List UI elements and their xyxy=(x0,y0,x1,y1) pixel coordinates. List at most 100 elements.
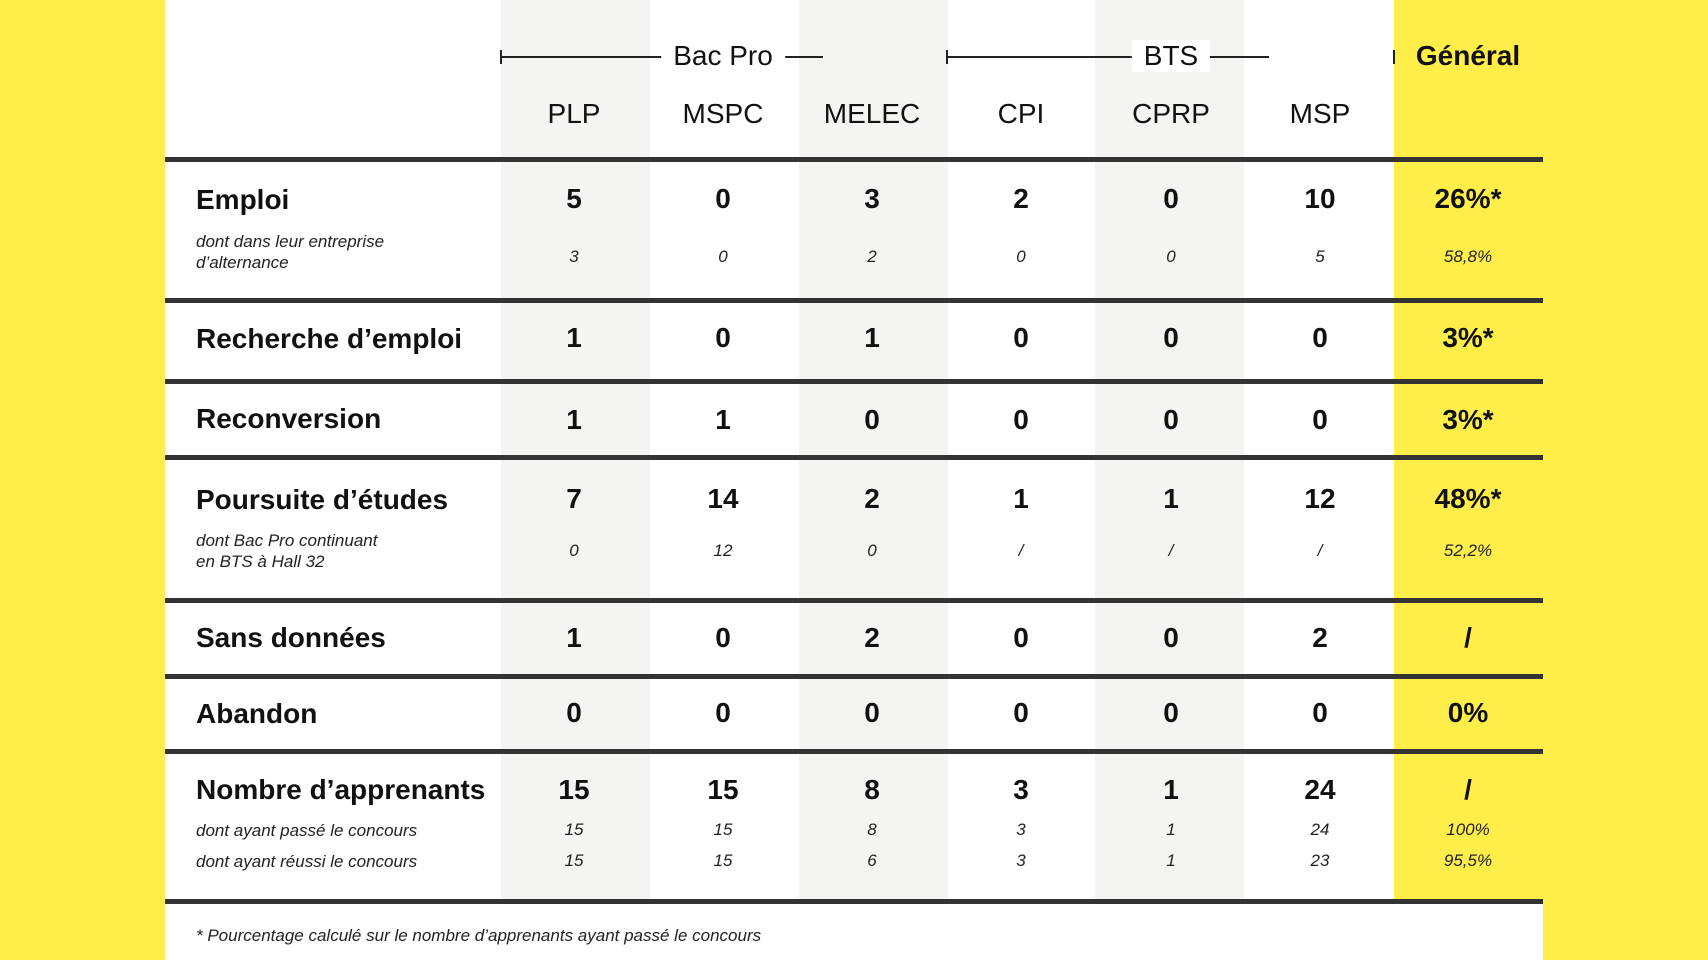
cell-poursuite-cprp: 1 xyxy=(1163,483,1179,514)
group-label-general: Général xyxy=(1415,40,1521,71)
subcell-emploi-general: 58,8% xyxy=(1443,247,1493,266)
cell-poursuite-mspc: 14 xyxy=(707,483,739,514)
sublabel-poursuite: dont Bac Pro continuant en BTS à Hall 32 xyxy=(196,531,378,571)
cell-reconversion-plp: 1 xyxy=(566,404,582,435)
column-stripe-plp xyxy=(501,0,650,900)
cell-poursuite-msp: 12 xyxy=(1304,483,1336,514)
cell-abandon-mspc: 0 xyxy=(715,697,731,728)
group-label-bts: BTS xyxy=(1131,40,1211,72)
subcell-emploi-melec: 2 xyxy=(867,247,877,266)
subcell-passe-melec: 8 xyxy=(867,820,877,839)
cell-abandon-melec: 0 xyxy=(864,697,880,728)
cell-poursuite-cpi: 1 xyxy=(1013,483,1029,514)
row-divider xyxy=(165,298,1543,303)
sublabel-ayant-passe: dont ayant passé le concours xyxy=(196,821,418,840)
column-header-mspc: MSPC xyxy=(682,98,764,129)
cell-emploi-cprp: 0 xyxy=(1163,183,1179,214)
subcell-passe-plp: 15 xyxy=(564,820,584,839)
cell-emploi-plp: 5 xyxy=(566,183,582,214)
row-divider xyxy=(165,749,1543,754)
column-header-cprp: CPRP xyxy=(1132,98,1210,129)
row-divider xyxy=(165,157,1543,162)
subcell-emploi-cprp: 0 xyxy=(1166,247,1176,266)
cell-poursuite-melec: 2 xyxy=(864,483,880,514)
cell-sans-donnees-msp: 2 xyxy=(1312,622,1328,653)
subcell-passe-cprp: 1 xyxy=(1166,820,1176,839)
cell-recherche-plp: 1 xyxy=(566,322,582,353)
subcell-reussi-general: 95,5% xyxy=(1443,851,1493,870)
cell-recherche-mspc: 0 xyxy=(715,322,731,353)
cell-apprenants-melec: 8 xyxy=(864,774,880,805)
row-divider xyxy=(165,455,1543,460)
cell-reconversion-general: 3%* xyxy=(1442,404,1494,435)
subcell-poursuite-general: 52,2% xyxy=(1443,541,1493,560)
cell-sans-donnees-cpi: 0 xyxy=(1013,622,1029,653)
cell-reconversion-msp: 0 xyxy=(1312,404,1328,435)
row-divider xyxy=(165,598,1543,603)
subcell-poursuite-msp: / xyxy=(1317,541,1323,560)
cell-poursuite-general: 48%* xyxy=(1434,483,1502,514)
cell-abandon-plp: 0 xyxy=(566,697,582,728)
sublabel-ayant-reussi: dont ayant réussi le concours xyxy=(196,852,418,871)
cell-reconversion-mspc: 1 xyxy=(715,404,731,435)
cell-emploi-general: 26%* xyxy=(1434,183,1502,214)
subcell-reussi-msp: 23 xyxy=(1310,851,1330,870)
column-header-cpi: CPI xyxy=(997,98,1045,129)
group-label-bac-pro: Bac Pro xyxy=(661,40,785,72)
row-divider xyxy=(165,674,1543,679)
subcell-passe-msp: 24 xyxy=(1310,820,1330,839)
cell-emploi-msp: 10 xyxy=(1304,183,1336,214)
row-label-recherche-emploi: Recherche d’emploi xyxy=(196,323,463,354)
row-label-nombre-apprenants: Nombre d’apprenants xyxy=(196,774,486,805)
cell-recherche-melec: 1 xyxy=(864,322,880,353)
row-label-reconversion: Reconversion xyxy=(196,403,382,434)
subcell-reussi-cpi: 3 xyxy=(1016,851,1026,870)
column-header-msp: MSP xyxy=(1289,98,1351,129)
cell-sans-donnees-mspc: 0 xyxy=(715,622,731,653)
subcell-emploi-msp: 5 xyxy=(1315,247,1325,266)
cell-abandon-cprp: 0 xyxy=(1163,697,1179,728)
cell-reconversion-cprp: 0 xyxy=(1163,404,1179,435)
column-header-plp: PLP xyxy=(547,98,601,129)
cell-reconversion-melec: 0 xyxy=(864,404,880,435)
cell-recherche-cpi: 0 xyxy=(1013,322,1029,353)
cell-apprenants-mspc: 15 xyxy=(707,774,739,805)
column-stripe-cprp xyxy=(1095,0,1244,900)
cell-apprenants-cpi: 3 xyxy=(1013,774,1029,805)
bracket-tick xyxy=(1393,50,1395,64)
results-table: Bac Pro BTS Général PLP MSPC MELEC CPI C… xyxy=(165,0,1543,960)
footnote: * Pourcentage calculé sur le nombre d’ap… xyxy=(196,926,762,945)
column-stripe-melec xyxy=(799,0,948,900)
cell-poursuite-plp: 7 xyxy=(566,483,582,514)
subcell-poursuite-melec: 0 xyxy=(867,541,877,560)
cell-abandon-msp: 0 xyxy=(1312,697,1328,728)
cell-apprenants-msp: 24 xyxy=(1304,774,1336,805)
bts-bracket-line xyxy=(947,56,1269,58)
subcell-reussi-plp: 15 xyxy=(564,851,584,870)
cell-abandon-general: 0% xyxy=(1447,697,1489,728)
row-label-emploi: Emploi xyxy=(196,184,290,215)
subcell-reussi-melec: 6 xyxy=(867,851,877,870)
subcell-poursuite-cpi: / xyxy=(1018,541,1024,560)
subcell-emploi-plp: 3 xyxy=(569,247,579,266)
cell-sans-donnees-cprp: 0 xyxy=(1163,622,1179,653)
cell-sans-donnees-melec: 2 xyxy=(864,622,880,653)
subcell-emploi-mspc: 0 xyxy=(718,247,728,266)
cell-reconversion-cpi: 0 xyxy=(1013,404,1029,435)
row-label-poursuite-etudes: Poursuite d’études xyxy=(196,484,449,515)
column-stripe-general xyxy=(1394,0,1543,900)
row-label-abandon: Abandon xyxy=(196,698,318,729)
subcell-poursuite-mspc: 12 xyxy=(713,541,733,560)
cell-sans-donnees-plp: 1 xyxy=(566,622,582,653)
row-divider xyxy=(165,379,1543,384)
subcell-reussi-cprp: 1 xyxy=(1166,851,1176,870)
subcell-reussi-mspc: 15 xyxy=(713,851,733,870)
cell-emploi-mspc: 0 xyxy=(715,183,731,214)
cell-recherche-general: 3%* xyxy=(1442,322,1494,353)
cell-recherche-msp: 0 xyxy=(1312,322,1328,353)
sublabel-emploi: dont dans leur entreprise d’alternance xyxy=(196,232,385,272)
subcell-passe-mspc: 15 xyxy=(713,820,733,839)
row-label-sans-donnees: Sans données xyxy=(196,622,386,653)
subcell-passe-general: 100% xyxy=(1446,820,1490,839)
cell-apprenants-cprp: 1 xyxy=(1163,774,1179,805)
